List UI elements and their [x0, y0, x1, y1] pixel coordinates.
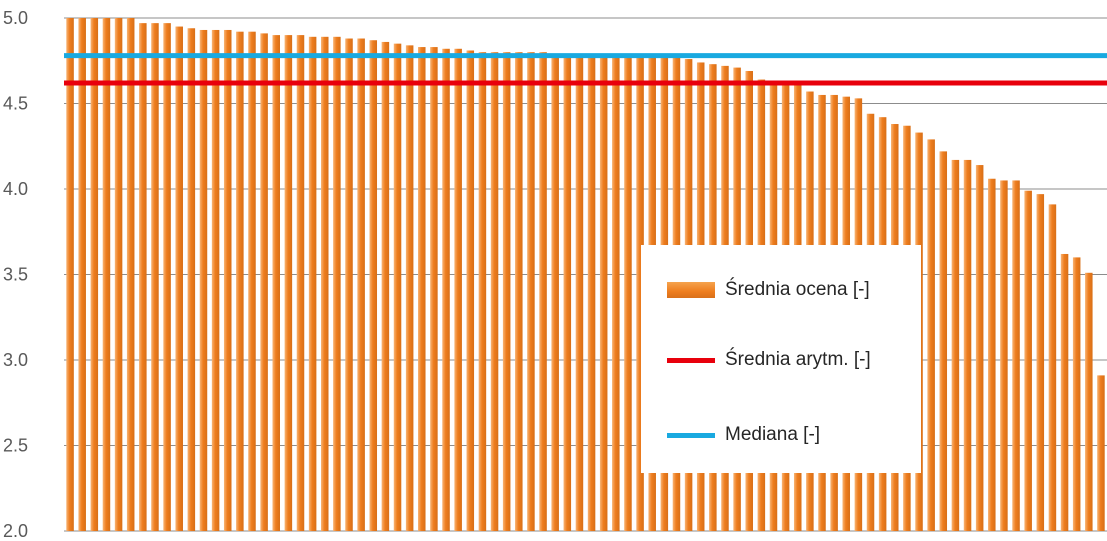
- legend-label-average-rating: Średnia ocena [-]: [725, 279, 870, 300]
- bar-29: [405, 45, 414, 532]
- bar-84: [1072, 257, 1081, 531]
- bar-80: [1024, 190, 1032, 531]
- bar-25: [357, 38, 365, 532]
- bar-12: [199, 29, 208, 531]
- bar-35: [478, 52, 487, 531]
- bar-41: [551, 53, 559, 531]
- bar-18: [272, 35, 280, 531]
- bar-86: [1097, 375, 1105, 531]
- bar-8: [151, 23, 159, 531]
- y-tick-label: 5.0: [3, 8, 28, 28]
- bar-37: [502, 52, 511, 531]
- bar-23: [333, 36, 341, 532]
- bar-11: [187, 28, 196, 531]
- bar-3: [90, 18, 99, 531]
- bar-2: [78, 18, 86, 531]
- bar-33: [454, 48, 462, 531]
- y-tick-label: 4.0: [3, 179, 28, 199]
- bar-72: [927, 139, 935, 531]
- bar-48: [636, 57, 644, 531]
- legend: Średnia ocena [-] Średnia arytm. [-] Med…: [641, 245, 921, 473]
- gridlines: [64, 17, 1107, 532]
- legend-swatch-mean: [667, 357, 715, 363]
- bar-76: [975, 165, 984, 531]
- bar-75: [963, 159, 972, 531]
- bar-17: [260, 33, 268, 531]
- bar-10: [175, 26, 183, 532]
- bar-73: [939, 151, 948, 531]
- bar-32: [442, 48, 450, 531]
- y-tick-label: 4.5: [3, 94, 28, 114]
- y-tick-label: 3.5: [3, 265, 28, 285]
- legend-label-median: Mediana [-]: [725, 424, 821, 445]
- bar-82: [1048, 204, 1057, 531]
- legend-label-mean: Średnia arytm. [-]: [725, 349, 871, 370]
- bar-28: [393, 43, 402, 532]
- bar-21: [308, 36, 317, 532]
- bar-6: [126, 18, 135, 531]
- bar-9: [163, 23, 171, 531]
- bar-36: [490, 52, 499, 531]
- bar-24: [345, 38, 353, 532]
- bar-81: [1036, 194, 1045, 531]
- bar-4: [102, 18, 111, 531]
- bar-26: [369, 40, 378, 531]
- bar-44: [587, 55, 596, 532]
- y-tick-label: 2.0: [3, 521, 28, 541]
- bar-47: [624, 55, 632, 532]
- y-axis-tick-labels: 2.0 2.5 3.0 3.5 4.0 4.5 5.0: [3, 8, 28, 541]
- bar-1: [66, 18, 74, 531]
- bar-34: [466, 50, 475, 532]
- y-tick-label: 3.0: [3, 350, 28, 370]
- legend-swatch-median: [667, 432, 715, 438]
- reference-lines: [64, 53, 1107, 86]
- bar-39: [527, 52, 535, 531]
- legend-swatch-bar: [667, 282, 715, 298]
- bar-13: [211, 29, 220, 531]
- bar-45: [599, 55, 608, 532]
- bar-15: [236, 31, 244, 532]
- bar-16: [248, 31, 256, 532]
- bar-14: [223, 29, 232, 531]
- legend-item-bar: Średnia ocena [-]: [667, 275, 870, 305]
- bar-83: [1060, 253, 1069, 532]
- bar-74: [951, 159, 960, 531]
- bar-5: [114, 18, 123, 531]
- bar-42: [563, 53, 572, 531]
- bar-27: [381, 41, 390, 531]
- bar-43: [575, 53, 584, 531]
- bar-20: [296, 35, 305, 531]
- bar-85: [1085, 272, 1093, 531]
- bar-31: [430, 47, 438, 531]
- legend-item-median: Mediana [-]: [667, 420, 820, 450]
- bar-79: [1012, 180, 1020, 531]
- bar-46: [612, 55, 620, 532]
- bar-38: [515, 52, 523, 531]
- bar-77: [988, 178, 996, 532]
- legend-item-mean: Średnia arytm. [-]: [667, 345, 871, 375]
- bar-30: [418, 47, 426, 531]
- bar-22: [320, 36, 329, 532]
- bar-40: [539, 52, 547, 531]
- bar-19: [284, 35, 293, 531]
- bar-7: [139, 23, 147, 531]
- bar-78: [1000, 180, 1008, 531]
- y-tick-label: 2.5: [3, 436, 28, 456]
